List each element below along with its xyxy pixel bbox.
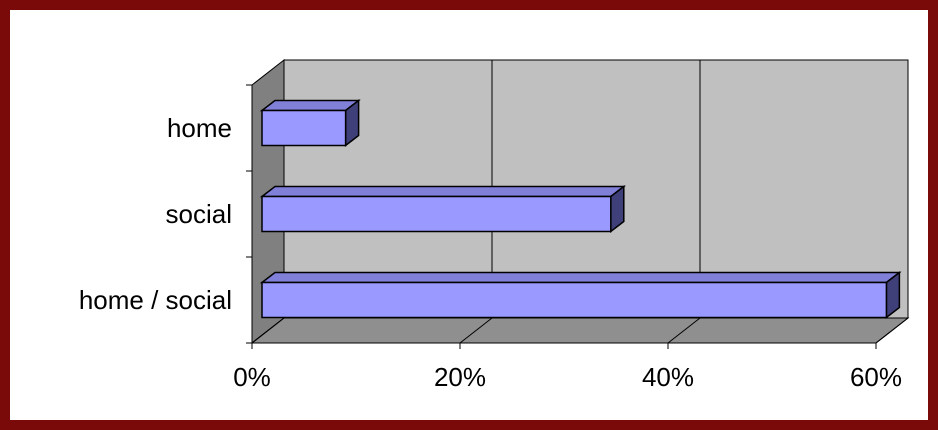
floor-gridline xyxy=(875,317,909,344)
x-tick-label: 0% xyxy=(233,362,271,392)
bar xyxy=(261,109,347,147)
chart-frame: home social home / social 0% 20% 40% 60% xyxy=(10,10,928,420)
y-tick-label: home / social xyxy=(79,285,232,315)
x-tick-label: 60% xyxy=(850,362,902,392)
y-tick-label: social xyxy=(166,199,232,229)
floor xyxy=(250,317,910,344)
bar-top-face xyxy=(259,185,627,198)
x-tick-label: 40% xyxy=(642,362,694,392)
bar-chart: home social home / social 0% 20% 40% 60% xyxy=(79,58,910,392)
floor-gridline xyxy=(459,317,493,344)
y-tick-label: home xyxy=(167,113,232,143)
bar-top-face xyxy=(259,271,902,284)
x-tick-label: 20% xyxy=(434,362,486,392)
bar xyxy=(261,195,612,233)
bar xyxy=(261,281,888,319)
bar-top-face xyxy=(259,99,361,112)
floor-gridline xyxy=(667,317,701,344)
floor-gridline xyxy=(251,317,285,344)
